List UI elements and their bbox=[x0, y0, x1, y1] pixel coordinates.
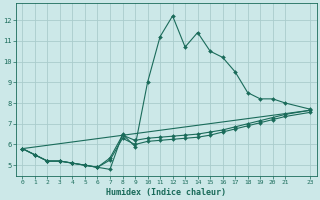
X-axis label: Humidex (Indice chaleur): Humidex (Indice chaleur) bbox=[106, 188, 226, 197]
